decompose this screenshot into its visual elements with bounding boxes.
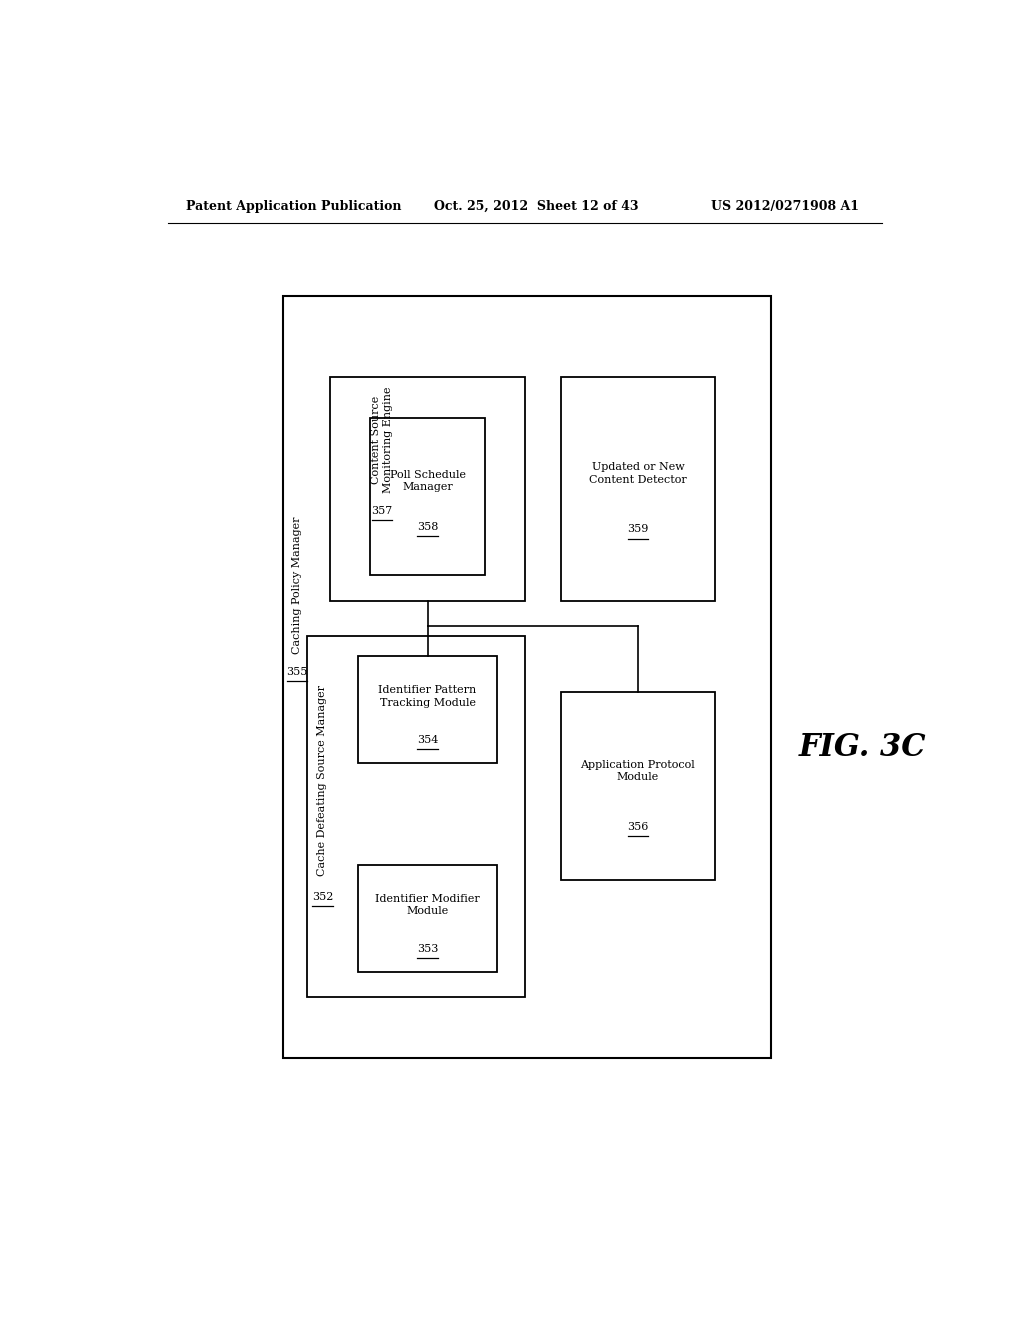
Text: 357: 357 (372, 506, 392, 516)
Text: Cache Defeating Source Manager: Cache Defeating Source Manager (317, 685, 328, 876)
Text: Identifier Modifier
Module: Identifier Modifier Module (375, 894, 480, 916)
Bar (370, 417, 485, 576)
Text: Identifier Pattern
Tracking Module: Identifier Pattern Tracking Module (379, 685, 477, 708)
Text: 358: 358 (417, 521, 438, 532)
Bar (331, 378, 525, 601)
Text: 359: 359 (628, 524, 648, 535)
Text: Poll Schedule
Manager: Poll Schedule Manager (389, 470, 466, 492)
Text: Oct. 25, 2012  Sheet 12 of 43: Oct. 25, 2012 Sheet 12 of 43 (433, 199, 638, 213)
Bar (358, 656, 497, 763)
Bar (358, 865, 497, 972)
Text: 355: 355 (287, 667, 308, 677)
Bar (306, 636, 525, 997)
Text: Application Protocol
Module: Application Protocol Module (581, 759, 695, 781)
Text: Patent Application Publication: Patent Application Publication (186, 199, 401, 213)
Bar (283, 296, 771, 1057)
Text: Content Source
Monitoring Engine: Content Source Monitoring Engine (371, 387, 393, 492)
Bar (560, 692, 715, 880)
Text: 356: 356 (628, 821, 648, 832)
Text: Updated or New
Content Detector: Updated or New Content Detector (589, 462, 687, 484)
Text: 352: 352 (311, 892, 333, 903)
Text: FIG. 3C: FIG. 3C (799, 733, 926, 763)
Text: 353: 353 (417, 944, 438, 953)
Text: 354: 354 (417, 735, 438, 746)
Text: Caching Policy Manager: Caching Policy Manager (292, 516, 302, 653)
Text: US 2012/0271908 A1: US 2012/0271908 A1 (712, 199, 859, 213)
Bar (560, 378, 715, 601)
